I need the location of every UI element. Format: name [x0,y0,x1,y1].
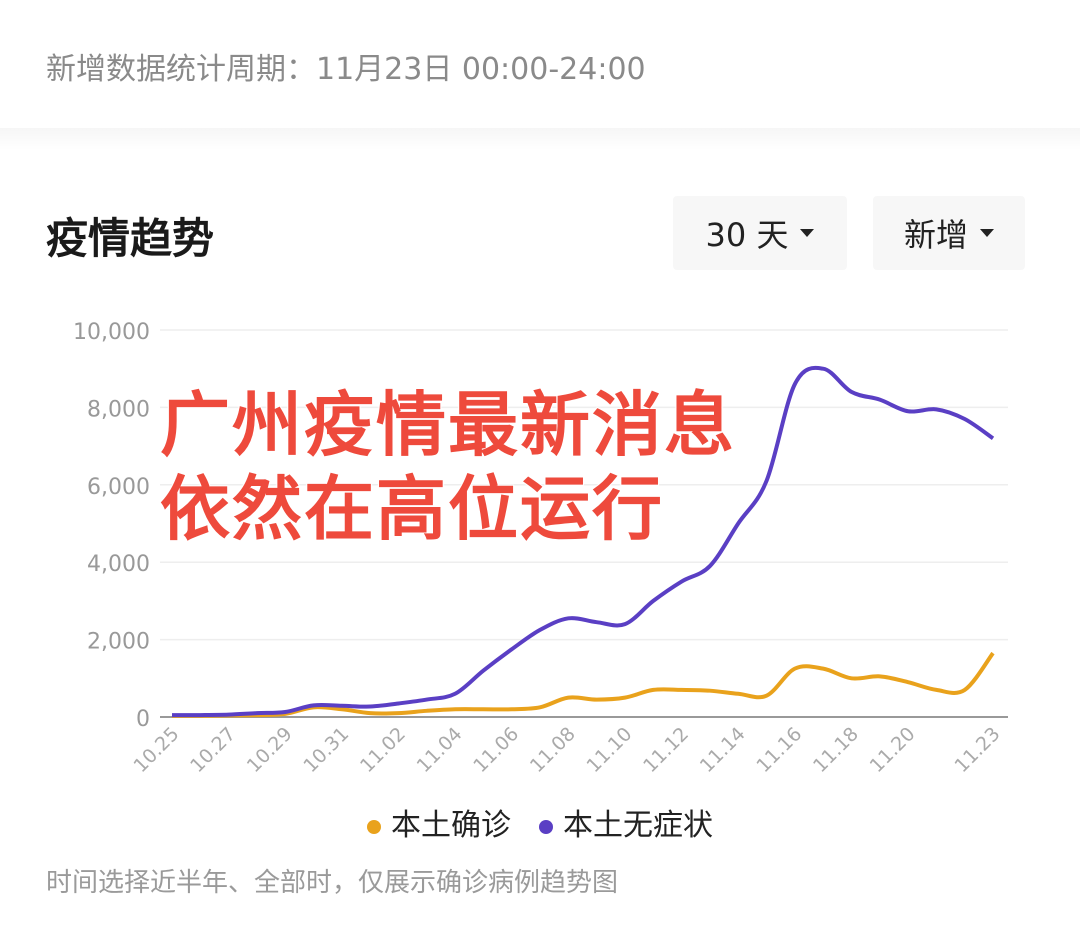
footer-note: 时间选择近半年、全部时，仅展示确诊病例趋势图 [46,868,619,898]
x-tick-label: 11.16 [752,723,806,777]
caret-down-icon [800,229,815,237]
series-line-asymptomatic [171,365,995,718]
x-tick-label: 11.14 [696,723,750,777]
stat-period-text: 新增数据统计周期：11月23日 00:00-24:00 [46,52,646,87]
legend-label: 本土无症状 [563,808,713,843]
x-tick-label: 10.31 [299,723,353,777]
range-dropdown-label: 30 天 [705,216,789,254]
legend-dot-icon [539,819,553,834]
legend-label: 本土确诊 [391,808,511,843]
x-tick-label: 11.18 [809,723,863,777]
y-tick-label: 10,000 [73,320,150,345]
chart-legend: 本土确诊 本土无症状 [0,800,1080,844]
x-tick-label: 11.02 [356,723,410,777]
caret-down-icon [980,229,994,237]
section-title: 疫情趋势 [46,214,215,263]
x-tick-label: 11.12 [639,723,693,777]
legend-item-confirmed[interactable]: 本土确诊 [367,800,511,844]
y-tick-label: 4,000 [87,552,150,577]
y-tick-label: 0 [136,707,150,732]
series-line-confirmed [171,651,995,718]
y-tick-label: 8,000 [87,397,150,422]
x-tick-label: 11.08 [526,723,580,777]
x-tick-label: 10.27 [186,723,240,777]
legend-item-asymptomatic[interactable]: 本土无症状 [539,800,713,844]
section-divider [0,128,1080,150]
overlay-caption: 广州疫情最新消息 依然在高位运行 [159,383,736,551]
overlay-line-1: 广州疫情最新消息 [159,383,736,467]
x-tick-label: 11.20 [866,723,920,777]
type-dropdown[interactable]: 新增 [873,196,1025,270]
x-tick-label: 11.23 [951,723,1005,777]
type-dropdown-label: 新增 [903,216,968,254]
y-tick-label: 2,000 [87,630,150,655]
x-tick-label: 11.06 [469,723,523,777]
y-tick-label: 6,000 [87,475,150,500]
range-dropdown[interactable]: 30 天 [673,196,847,270]
legend-dot-icon [367,819,381,834]
x-tick-label: 11.10 [582,723,636,777]
x-tick-label: 10.29 [243,723,297,777]
overlay-line-2: 依然在高位运行 [159,467,664,551]
x-tick-label: 11.04 [413,723,467,777]
